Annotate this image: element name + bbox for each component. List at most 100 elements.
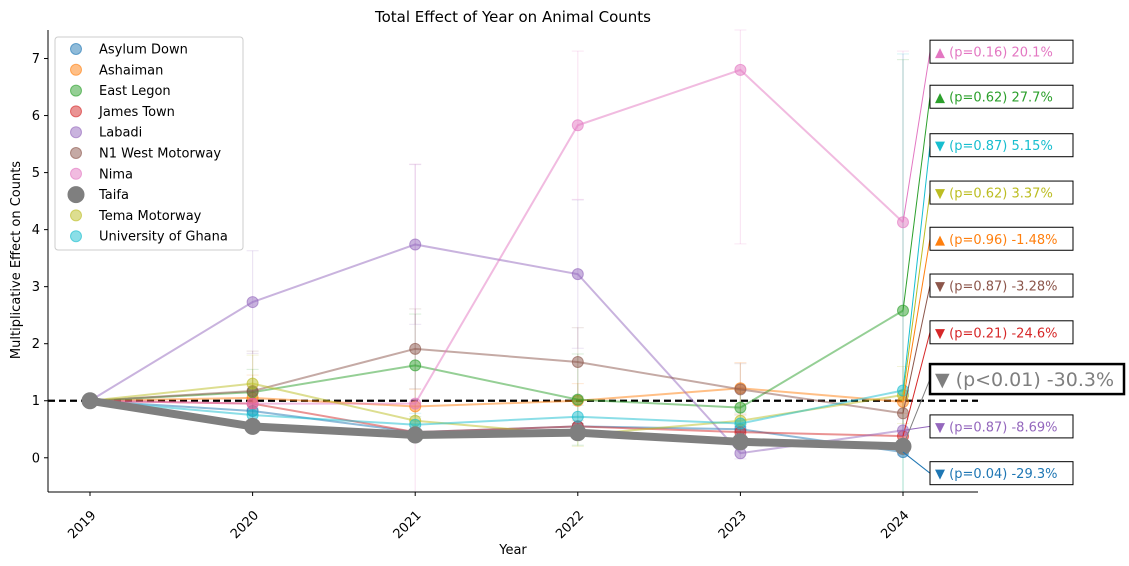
annotation-connector — [902, 285, 931, 414]
series-line — [89, 382, 904, 436]
legend-label: East Legon — [99, 84, 171, 99]
annotation-label: ▲ (p=0.16) 20.1% — [935, 46, 1053, 61]
annotation-label: ▼ (p=0.04) -29.3% — [935, 467, 1057, 482]
x-tick-label: 2020 — [228, 508, 262, 542]
legend-marker — [67, 186, 85, 204]
annotation-box — [929, 273, 1074, 298]
legend-label: N1 West Motorway — [99, 147, 221, 162]
y-tick-label: 0 — [32, 451, 40, 466]
annotation-box — [929, 84, 1074, 109]
y-tick-label: 6 — [32, 109, 40, 124]
series-line — [89, 389, 904, 426]
annotation-box — [929, 133, 1074, 158]
annotation-connector — [902, 145, 931, 391]
annotation-connector — [902, 51, 931, 223]
annotation-connector — [902, 192, 931, 396]
legend: Asylum Down Ashaiman East Legon James Town L… — [54, 36, 244, 251]
annotation-connector — [902, 451, 931, 474]
annotations: ▼ (p=0.04) -29.3% ▲ (p=0.96) -1.48% ▲ (p=0… — [902, 39, 1126, 486]
data-point — [81, 392, 99, 410]
data-point — [246, 296, 259, 309]
legend-label: Taifa — [98, 188, 129, 203]
legend-marker — [70, 84, 82, 97]
legend-marker — [70, 167, 82, 180]
legend-marker — [70, 126, 82, 139]
legend-label: Nima — [99, 167, 133, 182]
chart-title: Total Effect of Year on Animal Counts — [374, 8, 651, 26]
legend-marker — [70, 105, 82, 118]
y-tick-label: 2 — [32, 337, 40, 352]
annotation-label: ▼ (p<0.01) -30.3% — [935, 369, 1114, 391]
y-tick-label: 3 — [32, 280, 40, 295]
data-point — [571, 355, 584, 368]
y-tick-label: 4 — [32, 223, 40, 238]
plot-area — [48, 29, 978, 493]
data-point — [244, 417, 262, 435]
annotation-box — [929, 226, 1074, 251]
y-tick-label: 5 — [32, 166, 40, 181]
x-axis: 2019 2020 2021 2022 2023 2024 — [48, 491, 978, 542]
legend-label: Tema Motorway — [98, 209, 202, 224]
legend-frame — [54, 36, 244, 251]
annotation-connector — [902, 96, 931, 311]
data-point — [406, 426, 424, 444]
data-point — [734, 401, 747, 414]
data-point — [409, 238, 422, 251]
annotation-label: ▼ (p=0.87) -8.69% — [935, 420, 1057, 435]
annotation-connector — [902, 332, 931, 437]
y-axis-title: Multiplicative Effect on Counts — [9, 161, 24, 359]
series-line — [89, 396, 904, 451]
annotation-box — [929, 39, 1074, 64]
legend-label: Ashaiman — [99, 63, 163, 78]
data-point — [409, 397, 422, 410]
legend-marker — [70, 209, 82, 222]
annotation-box — [929, 180, 1074, 205]
annotation-label: ▲ (p=0.62) 27.7% — [935, 91, 1053, 106]
annotation-label: ▲ (p=0.96) -1.48% — [935, 233, 1057, 248]
data-point — [571, 119, 584, 132]
legend-label: University of Ghana — [99, 230, 228, 245]
x-tick-label: 2024 — [878, 508, 912, 542]
legend-marker — [70, 230, 82, 243]
legend-label: James Town — [98, 105, 175, 120]
legend-label: Asylum Down — [99, 43, 188, 58]
annotation-label: ▼ (p=0.21) -24.6% — [935, 326, 1057, 341]
data-point — [571, 410, 584, 423]
data-point — [246, 377, 259, 390]
x-axis-title: Year — [498, 543, 527, 558]
legend-marker — [70, 63, 82, 76]
data-point — [571, 393, 584, 406]
series-line — [89, 243, 904, 455]
annotation-label: ▼ (p=0.87) 5.15% — [935, 139, 1053, 154]
annotation-connector — [902, 378, 931, 447]
series-line — [89, 347, 904, 415]
x-tick-label: 2022 — [553, 508, 587, 542]
annotation-box — [929, 461, 1074, 486]
data-point — [409, 342, 422, 355]
annotation-connector — [902, 238, 931, 402]
legend-marker — [70, 43, 82, 55]
annotation-box — [928, 362, 1126, 396]
annotation-box — [929, 320, 1074, 345]
annotation-box — [929, 414, 1074, 439]
data-point — [734, 383, 747, 396]
x-tick-label: 2021 — [391, 508, 425, 542]
y-axis: 0 1 2 3 4 5 6 7 — [32, 30, 49, 492]
data-point — [734, 417, 747, 430]
data-point — [571, 268, 584, 281]
data-point — [569, 424, 587, 442]
annotation-label: ▼ (p=0.87) -3.28% — [935, 280, 1057, 295]
data-point — [246, 397, 259, 410]
x-tick-label: 2023 — [716, 508, 750, 542]
legend-marker — [70, 147, 82, 159]
data-point — [731, 433, 749, 451]
data-point — [734, 63, 747, 76]
y-tick-label: 1 — [32, 394, 40, 409]
y-tick-label: 7 — [32, 52, 40, 67]
data-point — [409, 359, 422, 372]
x-tick-label: 2019 — [65, 508, 99, 542]
legend-label: Labadi — [99, 126, 142, 141]
annotation-label: ▼ (p=0.62) 3.37% — [935, 187, 1053, 202]
annotation-connector — [902, 425, 931, 431]
